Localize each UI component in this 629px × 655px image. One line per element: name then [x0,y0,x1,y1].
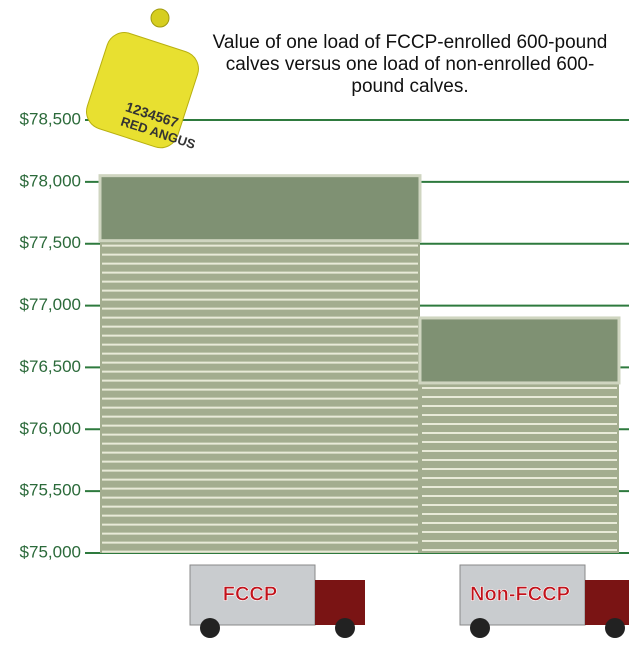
y-tick-label: $77,000 [20,295,81,314]
wheel [470,618,490,638]
tag-stud [151,9,169,27]
truck-cab [315,580,365,625]
ear-tag: 1234567 RED ANGUS [82,9,203,152]
plot: $75,000 $75,500 $76,000 $76,500 $77,000 $77,5… [20,109,629,638]
y-tick-label: $75,000 [20,542,81,561]
y-tick-label: $76,500 [20,357,81,376]
x-tick-label: Non-FCCP [470,583,570,605]
page: $75,000 $75,500 $76,000 $76,500 $77,000 $77,5… [0,0,629,655]
top-bill [420,318,619,383]
y-tick-label: $77,500 [20,233,81,252]
y-tick-label: $78,000 [20,171,81,190]
wheel [335,618,355,638]
truck-cab [585,580,629,625]
y-tick-label: $75,500 [20,481,81,500]
subtitle: Value of one load of FCCP-enrolled 600-p… [205,32,615,98]
y-tick-label: $78,500 [20,109,81,128]
chart: $75,000 $75,500 $76,000 $76,500 $77,000 $77,5… [0,0,629,655]
wheel [605,618,625,638]
wheel [200,618,220,638]
y-tick-label: $76,000 [20,419,81,438]
top-bill [100,176,420,241]
x-tick-label: FCCP [223,583,277,605]
